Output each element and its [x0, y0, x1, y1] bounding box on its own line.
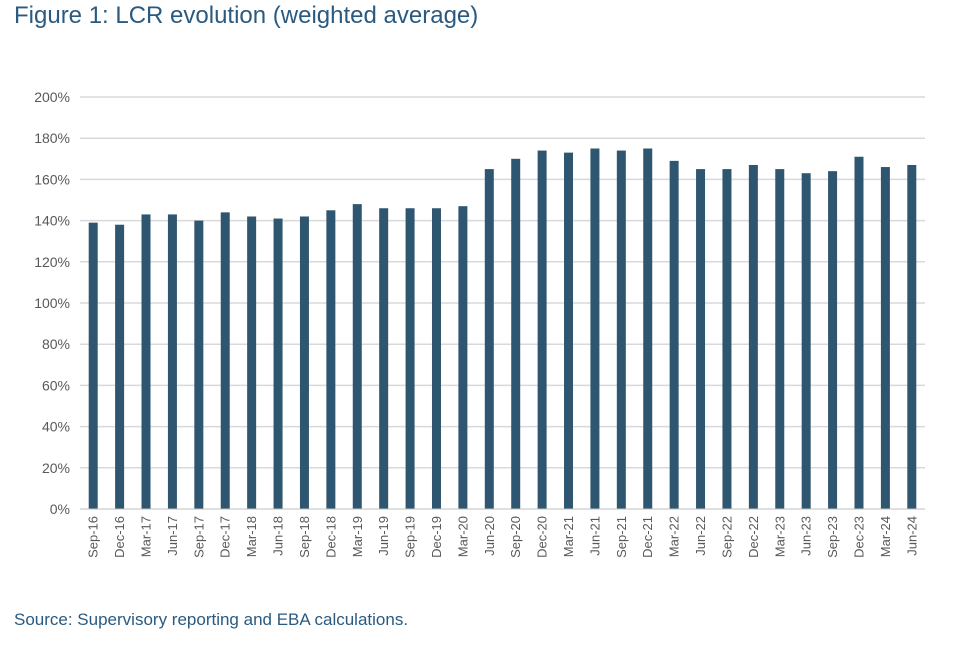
bar-sep-17: [194, 220, 204, 509]
bar-mar-24: [880, 167, 890, 510]
x-tick-label: Jun-21: [587, 516, 602, 556]
x-tick-label: Mar-22: [667, 516, 682, 557]
gridlines: [80, 96, 925, 469]
bar-sep-23: [828, 171, 838, 509]
x-tick-label: Sep-18: [297, 516, 312, 558]
source-note: Source: Supervisory reporting and EBA ca…: [14, 610, 409, 629]
y-tick-label: 40%: [42, 419, 70, 435]
x-tick-label: Jun-23: [799, 516, 814, 556]
x-tick-label: Dec-20: [535, 516, 550, 558]
lcr-bar-chart: 0% 20% 40% 60% 80% 100% 120% 140% 160% 180% 200% S…: [34, 89, 925, 558]
x-tick-label: Jun-20: [482, 516, 497, 556]
x-tick-label: Dec-23: [851, 516, 866, 558]
bar-dec-17: [220, 212, 230, 510]
bar-jun-20: [484, 169, 494, 509]
bar-sep-20: [511, 158, 521, 510]
y-tick-label: 20%: [42, 460, 70, 476]
x-tick-label: Mar-24: [878, 516, 893, 557]
bar-dec-22: [748, 164, 758, 510]
x-tick-label: Dec-22: [746, 516, 761, 558]
x-tick-label: Sep-23: [825, 516, 840, 558]
x-axis-ticks: Sep-16 Dec-16 Mar-17 Jun-17 Sep-17 Dec-17 Mar-…: [86, 516, 920, 558]
bar-sep-22: [722, 169, 732, 509]
bar-sep-16: [88, 222, 98, 509]
x-tick-label: Jun-17: [165, 516, 180, 556]
y-tick-label: 180%: [34, 130, 70, 146]
bar-mar-18: [247, 216, 257, 510]
x-tick-label: Mar-19: [350, 516, 365, 557]
x-tick-label: Mar-17: [139, 516, 154, 557]
x-tick-label: Jun-22: [693, 516, 708, 556]
bar-jun-17: [167, 214, 177, 510]
x-tick-label: Sep-17: [191, 516, 206, 558]
figure-title: Figure 1: LCR evolution (weighted averag…: [14, 2, 479, 29]
y-tick-label: 160%: [34, 171, 70, 187]
y-tick-label: 0%: [50, 501, 70, 517]
x-tick-label: Dec-21: [640, 516, 655, 558]
bar-sep-21: [616, 150, 626, 509]
x-tick-label: Dec-17: [218, 516, 233, 558]
bar-jun-22: [696, 169, 706, 509]
x-tick-label: Mar-21: [561, 516, 576, 557]
bar-dec-21: [643, 148, 653, 509]
bar-mar-23: [775, 169, 785, 509]
bar-mar-21: [564, 152, 574, 509]
x-tick-label: Dec-16: [112, 516, 127, 558]
bars: [88, 148, 917, 510]
bar-jun-21: [590, 148, 600, 509]
x-tick-label: Sep-19: [403, 516, 418, 558]
x-tick-label: Sep-20: [508, 516, 523, 558]
bar-jun-19: [379, 208, 389, 510]
bar-sep-18: [299, 216, 309, 510]
bar-jun-18: [273, 218, 283, 510]
bar-dec-19: [431, 208, 441, 510]
y-axis-ticks: 0% 20% 40% 60% 80% 100% 120% 140% 160% 180% 200%: [34, 89, 70, 517]
bar-dec-20: [537, 150, 547, 509]
x-tick-label: Mar-23: [772, 516, 787, 557]
bar-dec-16: [115, 224, 125, 509]
x-tick-label: Sep-16: [86, 516, 101, 558]
x-tick-label: Mar-20: [455, 516, 470, 557]
y-tick-label: 80%: [42, 336, 70, 352]
x-tick-label: Sep-22: [719, 516, 734, 558]
bar-mar-22: [669, 160, 679, 510]
x-tick-label: Jun-18: [271, 516, 286, 556]
y-tick-label: 200%: [34, 89, 70, 105]
x-tick-label: Dec-18: [323, 516, 338, 558]
y-tick-label: 60%: [42, 377, 70, 393]
bar-dec-18: [326, 210, 336, 510]
bar-dec-23: [854, 156, 864, 510]
x-tick-label: Jun-24: [904, 516, 919, 556]
y-tick-label: 100%: [34, 295, 70, 311]
bar-sep-19: [405, 208, 415, 510]
y-tick-label: 120%: [34, 254, 70, 270]
bar-jun-23: [801, 173, 811, 509]
bar-mar-17: [141, 214, 151, 510]
x-tick-label: Dec-19: [429, 516, 444, 558]
x-tick-label: Mar-18: [244, 516, 259, 557]
bar-mar-19: [352, 204, 362, 509]
x-tick-label: Jun-19: [376, 516, 391, 556]
x-tick-label: Sep-21: [614, 516, 629, 558]
bar-mar-20: [458, 206, 468, 509]
bar-jun-24: [907, 164, 917, 510]
y-tick-label: 140%: [34, 213, 70, 229]
